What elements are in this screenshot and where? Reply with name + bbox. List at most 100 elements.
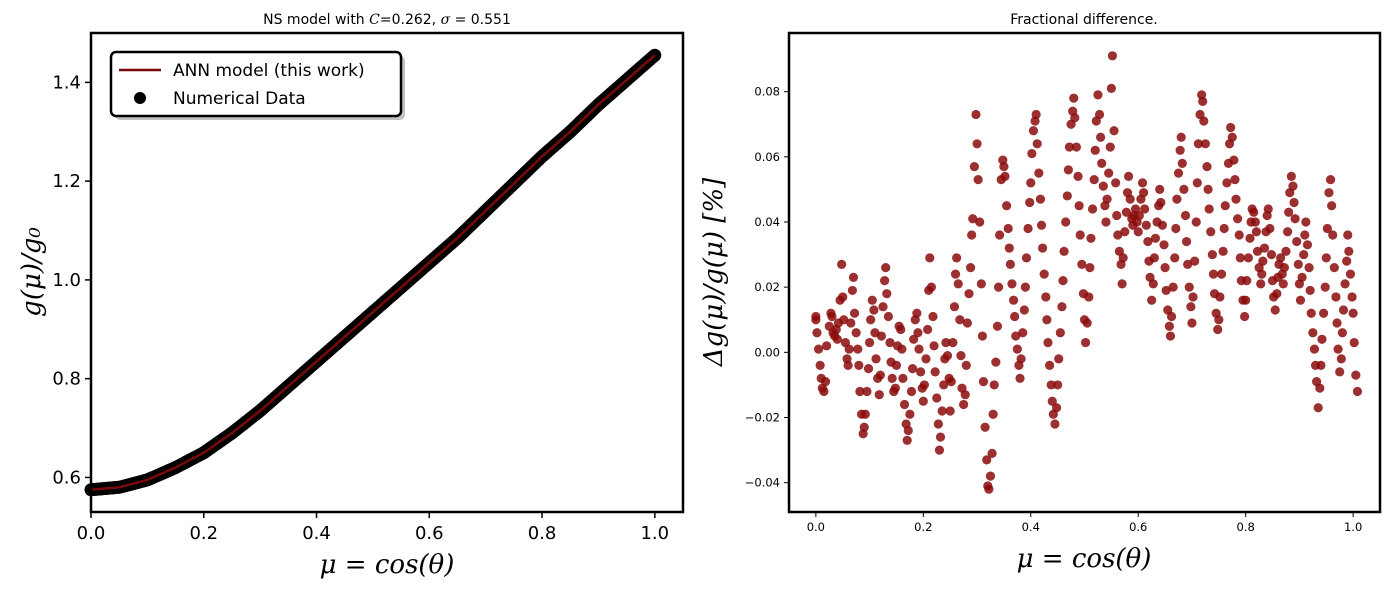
fractional-difference-point bbox=[1220, 201, 1230, 211]
fractional-difference-point bbox=[1259, 243, 1270, 253]
fractional-difference-point bbox=[1177, 158, 1187, 168]
fractional-difference-point bbox=[930, 367, 940, 377]
fractional-difference-point bbox=[899, 399, 910, 410]
fractional-difference-point bbox=[1252, 246, 1263, 256]
fractional-difference-point bbox=[890, 383, 900, 393]
fractional-difference-point bbox=[1101, 217, 1111, 227]
fractional-difference-point bbox=[1300, 230, 1310, 240]
fractional-difference-point bbox=[1149, 253, 1159, 263]
fractional-difference-point bbox=[925, 253, 935, 263]
fractional-difference-point bbox=[1160, 263, 1170, 273]
fractional-difference-point bbox=[1288, 181, 1298, 191]
fractional-difference-point bbox=[1140, 204, 1150, 214]
fractional-difference-point bbox=[832, 334, 842, 344]
fractional-difference-point bbox=[1061, 217, 1071, 227]
fractional-difference-point bbox=[1313, 403, 1323, 413]
fractional-difference-point bbox=[1190, 256, 1200, 266]
fractional-difference-point bbox=[1256, 279, 1266, 289]
fractional-difference-point bbox=[926, 282, 936, 292]
fractional-difference-point bbox=[1058, 276, 1068, 286]
fractional-difference-point bbox=[1284, 207, 1294, 217]
fractional-difference-point bbox=[820, 377, 831, 387]
fractional-difference-point bbox=[989, 380, 999, 390]
fractional-difference-point bbox=[1168, 282, 1178, 292]
fractional-difference-point bbox=[1093, 90, 1103, 100]
fractional-difference-point bbox=[1077, 259, 1087, 269]
fractional-difference-point bbox=[867, 295, 877, 305]
fractional-difference-point bbox=[946, 377, 956, 387]
fractional-difference-point bbox=[1265, 223, 1275, 234]
fractional-difference-point bbox=[1080, 337, 1091, 348]
fractional-difference-point bbox=[860, 409, 870, 419]
left-y-axis-label: g(μ)/g₀ bbox=[17, 227, 47, 317]
fractional-difference-point bbox=[822, 341, 832, 351]
fractional-difference-point bbox=[907, 364, 918, 374]
fractional-difference-point bbox=[1090, 145, 1100, 155]
fractional-difference-point bbox=[1321, 253, 1331, 263]
fractional-difference-point bbox=[923, 324, 933, 335]
fractional-difference-point bbox=[1026, 178, 1036, 188]
fractional-difference-point bbox=[1042, 315, 1052, 325]
fractional-difference-point bbox=[928, 311, 938, 322]
fractional-difference-point bbox=[962, 318, 972, 328]
fractional-difference-point bbox=[916, 367, 926, 377]
right-y-tick-label: 0.04 bbox=[754, 215, 780, 229]
fractional-difference-point bbox=[1309, 344, 1320, 354]
fractional-difference-point bbox=[1263, 204, 1273, 214]
fractional-difference-point bbox=[905, 409, 915, 419]
fractional-difference-point bbox=[959, 399, 969, 410]
fractional-difference-point bbox=[955, 315, 965, 325]
fractional-difference-point bbox=[1226, 122, 1236, 133]
fractional-difference-point bbox=[1202, 162, 1212, 172]
fractional-difference-point bbox=[1333, 344, 1343, 354]
fractional-difference-point bbox=[1315, 383, 1325, 393]
left-axes-frame bbox=[89, 31, 685, 514]
fractional-difference-point bbox=[1289, 197, 1299, 208]
fractional-difference-point bbox=[1176, 132, 1186, 142]
fractional-difference-point bbox=[1344, 246, 1354, 256]
fractional-difference-point bbox=[1240, 311, 1250, 322]
fractional-difference-point bbox=[976, 279, 986, 289]
fractional-difference-point bbox=[977, 331, 988, 341]
fractional-difference-point bbox=[882, 289, 892, 299]
fractional-difference-point bbox=[1166, 311, 1177, 322]
left-x-tick-label: 1.0 bbox=[640, 523, 669, 544]
fractional-difference-point bbox=[1213, 324, 1223, 335]
fractional-difference-point bbox=[1105, 142, 1115, 152]
fractional-difference-point bbox=[1011, 331, 1021, 341]
fractional-difference-point bbox=[1325, 175, 1336, 185]
left-x-tick-label: 0.6 bbox=[415, 523, 444, 544]
fractional-difference-point bbox=[1035, 194, 1046, 204]
right-x-tick-label: 0.2 bbox=[914, 520, 932, 534]
fractional-difference-point bbox=[1059, 246, 1069, 256]
fractional-difference-point bbox=[844, 344, 854, 354]
fractional-difference-point bbox=[968, 214, 978, 224]
fractional-difference-point bbox=[1340, 279, 1350, 289]
fractional-difference-point bbox=[921, 354, 931, 364]
fractional-difference-point bbox=[969, 162, 979, 172]
fractional-difference-point bbox=[1113, 230, 1123, 240]
fractional-difference-point bbox=[1318, 308, 1329, 318]
fractional-difference-point bbox=[1047, 396, 1057, 406]
fractional-difference-point bbox=[1180, 210, 1191, 221]
fractional-difference-point bbox=[1008, 295, 1019, 305]
fractional-difference-point bbox=[1317, 334, 1327, 344]
fractional-difference-point bbox=[855, 386, 865, 397]
legend-box bbox=[109, 50, 403, 118]
fractional-difference-point bbox=[973, 175, 983, 185]
fractional-difference-point bbox=[971, 109, 981, 120]
fractional-difference-point bbox=[1085, 263, 1095, 273]
fractional-difference-point bbox=[1141, 220, 1151, 230]
fractional-difference-point bbox=[1125, 194, 1135, 204]
fractional-difference-point bbox=[952, 253, 962, 263]
fractional-difference-point bbox=[1139, 188, 1149, 198]
fractional-difference-point bbox=[1055, 328, 1065, 338]
left-x-axis-label: μ = cos(θ) bbox=[320, 550, 455, 580]
fractional-difference-point bbox=[913, 328, 923, 338]
fractional-difference-point bbox=[1171, 223, 1181, 234]
left-x-ticks: 0.0 0.2 0.4 0.6 0.8 1.0 bbox=[77, 512, 669, 544]
right-y-tick-label: −0.02 bbox=[745, 411, 780, 425]
fractional-difference-point bbox=[1102, 194, 1112, 204]
fractional-difference-point bbox=[1084, 292, 1094, 302]
fractional-difference-point bbox=[1032, 139, 1042, 149]
